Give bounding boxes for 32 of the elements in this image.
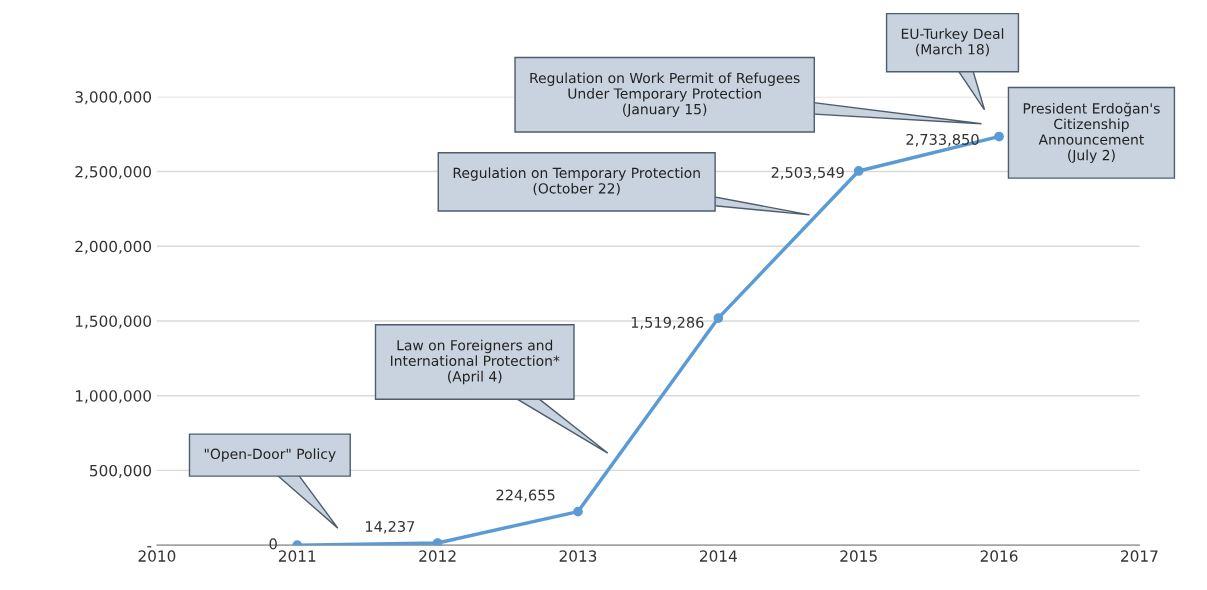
point (853, 166, 864, 176)
y-tick-label: 1,000,000 (75, 390, 152, 404)
annotation: Regulation on Work Permit of Refugees Under Temporary Protection (January 15) (530, 72, 800, 118)
y-tick-label: 3,000,000 (75, 91, 152, 105)
point (713, 313, 724, 323)
data-label: 2,503,549 (771, 166, 844, 180)
annotation: President Erdoğan's Citizenship Announcement (July 2) (1023, 102, 1160, 164)
x-tick-label: 2011 (278, 550, 316, 562)
y-tick-label: - (147, 546, 152, 548)
data-label: 224,655 (496, 489, 555, 503)
text: EU-Turkey Deal (March 18) (901, 28, 1004, 57)
annotation: Regulation on Temporary Protection (October 22) (453, 167, 700, 196)
y-tick-label: 2,000,000 (75, 240, 152, 254)
data-label: 0 (269, 538, 277, 550)
point (573, 506, 583, 517)
data-label: 1,519,286 (631, 316, 704, 330)
data-label: 14,237 (365, 520, 415, 534)
data-label: 2,733,850 (906, 133, 979, 147)
x-tick-label: 2016 (980, 550, 1018, 562)
annotation: "Open-Door" Policy (204, 448, 336, 462)
x-tick-label: 2015 (840, 550, 877, 562)
x-tick-label: 2013 (559, 550, 597, 562)
y-tick-label: 1,500,000 (75, 315, 152, 329)
x-tick-label: 2012 (419, 550, 456, 562)
point (994, 131, 1004, 142)
x-tick-label: 2014 (700, 550, 737, 562)
y-tick-label: 500,000 (90, 464, 152, 479)
x-tick-label: 2017 (1121, 550, 1158, 562)
x-tick-label: 2010 (138, 550, 176, 562)
point (432, 538, 443, 546)
y-tick-label: 2,500,000 (75, 165, 152, 180)
annotation: Law on Foreigners and International Protection* (April 4) (390, 339, 560, 385)
